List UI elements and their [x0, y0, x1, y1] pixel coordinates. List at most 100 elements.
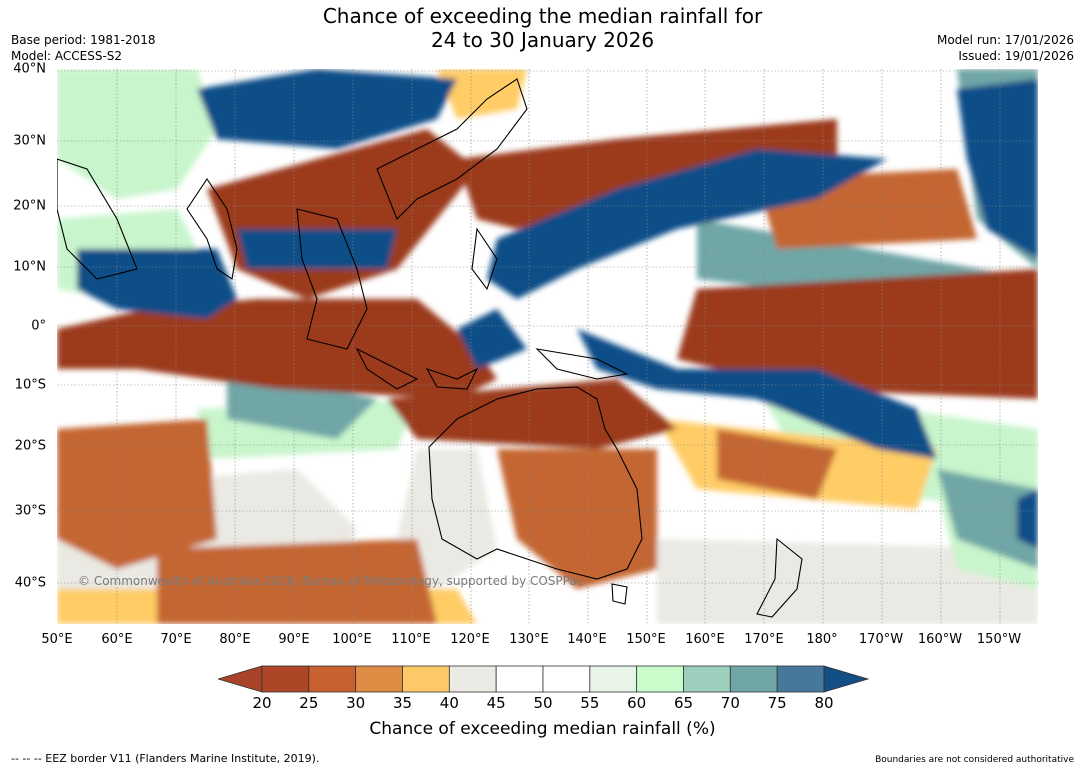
lon-label: 130°E — [509, 632, 549, 647]
sumatra-coastline — [355, 347, 419, 390]
colorbar-cell — [589, 665, 638, 693]
colorbar-tick-label: 75 — [767, 694, 787, 712]
model-run: Model run: 17/01/2026 — [936, 33, 1074, 47]
lon-label: 140°E — [567, 632, 607, 647]
model-name: Model: ACCESS-S2 — [11, 49, 123, 63]
australia-coastline — [428, 386, 643, 580]
colorbar-cell — [776, 665, 825, 693]
very-wet-region — [237, 229, 397, 269]
lon-label: 150°E — [626, 632, 666, 647]
neutral-region — [657, 539, 1038, 624]
lat-label: 40°N — [13, 61, 46, 77]
lon-label: 100°E — [332, 632, 372, 647]
very-dry-region — [677, 269, 1038, 399]
colorbar-tick-label: 45 — [486, 694, 506, 712]
lon-label: 50°E — [41, 632, 73, 647]
lon-label: 170°E — [744, 632, 784, 647]
colorbar-tick-label: 60 — [627, 694, 647, 712]
base-period: Base period: 1981-2018 — [11, 33, 156, 47]
coastlines — [57, 78, 803, 618]
dry-region — [57, 419, 217, 569]
colorbar-tick-label: 65 — [673, 694, 694, 712]
borneo-coastline — [425, 367, 479, 390]
colorbar-cell — [636, 665, 684, 693]
colorbar-cell — [683, 665, 731, 693]
colorbar-tick-label: 35 — [392, 694, 413, 712]
lon-label: 160°W — [917, 632, 963, 647]
dry-region — [497, 449, 657, 589]
meta-right: Model run: 17/01/2026 Issued: 19/01/2026 — [937, 32, 1074, 64]
meta-left: Base period: 1981-2018 Model: ACCESS-S2 — [11, 32, 156, 64]
graticule — [57, 69, 1038, 624]
lon-label: 150°W — [976, 632, 1022, 647]
colorbar — [218, 665, 870, 693]
colorbar-tick-label: 70 — [720, 694, 740, 712]
tasmania-coastline — [611, 583, 628, 605]
colorbar-over-arrow — [823, 665, 870, 693]
colorbar-cell — [729, 665, 778, 693]
colorbar-cell — [542, 665, 591, 693]
colorbar-tick-label: 20 — [252, 694, 272, 712]
lat-label: 20°S — [14, 438, 46, 454]
colorbar-tick-label: 80 — [814, 694, 834, 712]
colorbar-cell — [261, 665, 310, 693]
very-wet-region — [457, 309, 527, 369]
rainfall-map — [57, 69, 1038, 624]
colorbar-cell — [448, 665, 497, 693]
colorbar-label: Chance of exceeding median rainfall (%) — [369, 719, 716, 739]
arabia-coastline — [57, 158, 138, 280]
neutral-region — [397, 449, 497, 589]
southeast-asia-coastline — [296, 208, 368, 350]
slightly-dry-region — [437, 69, 527, 119]
colorbar-cell — [355, 665, 403, 693]
very-wet-region — [577, 329, 937, 459]
philippines-coastline — [471, 227, 498, 291]
lat-label: 20°N — [13, 198, 46, 214]
map-title: Chance of exceeding the median rainfall … — [0, 4, 1085, 52]
lat-label: 0° — [31, 318, 46, 334]
lon-label: 60°E — [101, 632, 133, 647]
dry-region — [157, 539, 437, 624]
lat-label: 10°N — [13, 259, 46, 275]
india-coastline — [186, 178, 238, 280]
lat-label: 30°N — [13, 133, 46, 149]
lat-label: 40°S — [14, 575, 46, 591]
colorbar-cell — [402, 665, 450, 693]
new-guinea-coastline — [535, 348, 629, 380]
new-zealand-coastline — [756, 537, 803, 618]
title-line-1: Chance of exceeding the median rainfall … — [322, 4, 763, 28]
colorbar-cell — [495, 665, 544, 693]
copyright-notice: © Commonwealth of Australia 2026, Bureau… — [78, 574, 584, 588]
lon-label: 80°E — [219, 632, 251, 647]
colorbar-tick-label: 40 — [439, 694, 459, 712]
lat-label: 10°S — [14, 377, 46, 393]
colorbar-tick-label: 50 — [533, 694, 553, 712]
very-wet-region — [197, 69, 457, 149]
lon-label: 160°E — [685, 632, 725, 647]
very-wet-region — [1017, 489, 1038, 549]
title-line-2: 24 to 30 January 2026 — [430, 28, 655, 52]
lon-label: 180° — [806, 632, 838, 647]
lon-label: 70°E — [160, 632, 192, 647]
lon-label: 90°E — [278, 632, 310, 647]
colorbar-cells — [261, 665, 825, 693]
lat-label: 30°S — [14, 503, 46, 519]
colorbar-tick-label: 25 — [299, 694, 319, 712]
issued-date: Issued: 19/01/2026 — [958, 49, 1074, 63]
very-dry-region — [57, 299, 497, 399]
colorbar-under-arrow — [218, 665, 263, 693]
wet-region — [937, 469, 1038, 569]
colorbar-tick-label: 30 — [346, 694, 366, 712]
lon-label: 110°E — [391, 632, 431, 647]
lon-label: 120°E — [450, 632, 490, 647]
colorbar-cell — [308, 665, 357, 693]
very-wet-region — [957, 79, 1038, 259]
slightly-wet-region — [57, 69, 217, 199]
colorbar-tick-label: 55 — [580, 694, 600, 712]
map-canvas — [57, 69, 1038, 624]
lon-label: 170°W — [858, 632, 904, 647]
boundaries-disclaimer: Boundaries are not considered authoritat… — [875, 755, 1074, 765]
very-wet-region — [487, 149, 887, 299]
dry-region — [717, 429, 837, 499]
eez-footnote: -- -- -- EEZ border V11 (Flanders Marine… — [11, 752, 320, 765]
